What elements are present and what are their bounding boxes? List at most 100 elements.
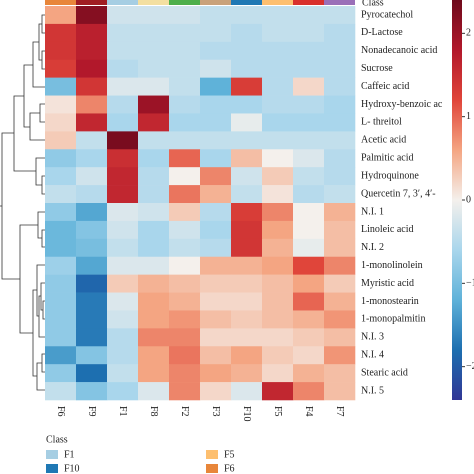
cell	[324, 256, 356, 275]
cell	[107, 310, 139, 329]
cell	[324, 131, 356, 150]
cell	[138, 328, 170, 347]
cell	[107, 149, 139, 168]
colorbar	[452, 0, 462, 400]
cell	[200, 185, 232, 204]
cell	[169, 167, 201, 186]
cell	[138, 167, 170, 186]
row-label: N.I. 4	[361, 350, 384, 361]
cell	[200, 328, 232, 347]
cell	[293, 203, 325, 222]
cell	[262, 364, 294, 383]
cell	[262, 220, 294, 240]
cell	[45, 167, 77, 186]
cell	[107, 238, 139, 258]
cell	[169, 185, 201, 204]
row-label: D-Lactose	[361, 27, 403, 38]
cell	[262, 328, 294, 347]
cell	[200, 113, 232, 132]
cell	[293, 113, 325, 132]
cell	[262, 346, 294, 365]
cell	[324, 23, 356, 43]
cell	[293, 328, 325, 347]
class-bar	[138, 0, 169, 5]
cell	[293, 131, 325, 150]
cell	[45, 95, 77, 114]
cell	[231, 149, 263, 168]
row-label: N.I. 1	[361, 206, 384, 217]
legend-swatch	[206, 450, 218, 459]
row-label: Nonadecanoic acid	[361, 45, 437, 56]
cell	[107, 167, 139, 186]
cell	[200, 346, 232, 365]
column-label: F6	[55, 406, 66, 417]
class-bar	[293, 0, 324, 5]
cell	[169, 203, 201, 222]
cell	[200, 382, 232, 401]
cell	[169, 292, 201, 311]
cell	[262, 167, 294, 186]
cell	[76, 328, 108, 347]
cell	[324, 203, 356, 222]
cell	[231, 203, 263, 222]
cell	[293, 292, 325, 311]
cell	[138, 113, 170, 132]
cell	[200, 292, 232, 311]
cell	[324, 346, 356, 365]
cell	[169, 113, 201, 132]
cell	[138, 346, 170, 365]
cell	[107, 203, 139, 222]
cell	[45, 220, 77, 240]
column-label: F8	[148, 406, 159, 417]
legend-swatch	[46, 450, 58, 459]
cell	[76, 23, 108, 43]
cell	[262, 41, 294, 61]
cell	[324, 41, 356, 61]
cell	[76, 203, 108, 222]
cell	[293, 382, 325, 401]
cell	[107, 95, 139, 114]
class-bar	[200, 0, 231, 5]
cell	[76, 185, 108, 204]
cell	[45, 149, 77, 168]
cell	[45, 238, 77, 258]
legend-label: F10	[64, 463, 80, 474]
cell	[262, 238, 294, 258]
cell	[45, 113, 77, 132]
legend-swatch	[206, 464, 218, 473]
cell	[107, 328, 139, 347]
cell	[107, 23, 139, 43]
cell	[293, 310, 325, 329]
cell	[200, 256, 232, 275]
cell	[231, 59, 263, 78]
cell	[45, 310, 77, 329]
cell	[262, 292, 294, 311]
cell	[169, 131, 201, 150]
class-bar	[231, 0, 262, 5]
cell	[324, 220, 356, 240]
cell	[231, 310, 263, 329]
cell	[138, 95, 170, 114]
cell	[169, 328, 201, 347]
cell	[231, 41, 263, 61]
cell	[76, 77, 108, 96]
cell	[138, 292, 170, 311]
legend-label: F1	[64, 449, 75, 460]
cell	[76, 113, 108, 132]
cell	[169, 41, 201, 61]
cell	[324, 364, 356, 383]
cell	[138, 310, 170, 329]
cell	[200, 41, 232, 61]
cell	[231, 167, 263, 186]
cell	[45, 131, 77, 150]
cell	[262, 23, 294, 43]
column-label: F2	[179, 406, 190, 417]
cell	[138, 185, 170, 204]
legend-swatch	[46, 464, 58, 473]
class-header: Class	[362, 0, 384, 8]
cell	[231, 382, 263, 401]
cell	[262, 203, 294, 222]
cell	[107, 346, 139, 365]
cell	[200, 95, 232, 114]
cell	[324, 167, 356, 186]
